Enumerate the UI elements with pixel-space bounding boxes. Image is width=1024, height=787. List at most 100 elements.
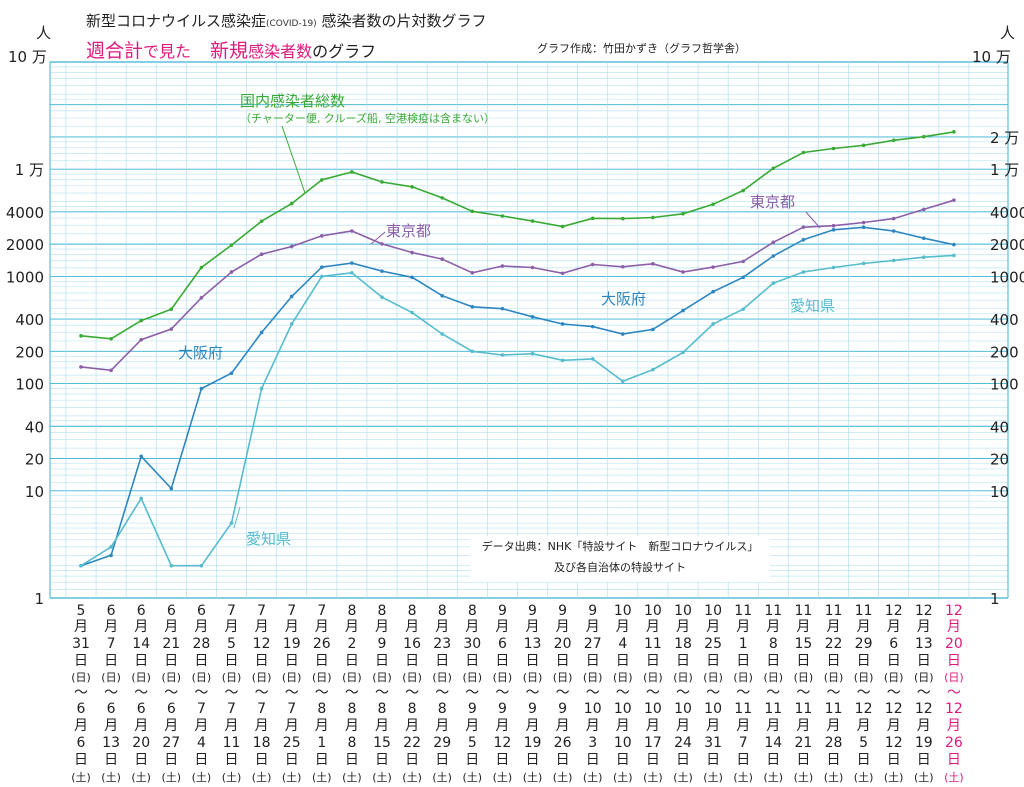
- x-category-token: 日: [646, 752, 660, 768]
- data-point: [410, 310, 414, 315]
- x-category-token: 18: [253, 735, 271, 751]
- data-point: [681, 211, 685, 216]
- x-category-token: 7: [227, 603, 236, 619]
- x-category-token: 〜: [796, 685, 810, 701]
- y-tick-right: 4000: [990, 204, 1024, 222]
- x-category-token: 8: [468, 603, 477, 619]
- y-axis-ticks-right: 2 万 1 万 4000 2000 1000 400 200 100 40 20 10 1: [990, 129, 1024, 608]
- x-category-token: (土): [342, 771, 362, 784]
- right-unit-max: 10 万: [972, 48, 1011, 66]
- x-category-token: 5: [468, 735, 477, 751]
- x-category-token: 日: [435, 653, 449, 669]
- x-category-token: 8: [408, 603, 417, 619]
- x-category-token: 日: [315, 752, 329, 768]
- x-category-token: 月: [947, 619, 961, 635]
- x-category-token: (日): [131, 671, 151, 684]
- plot-area-background: [50, 62, 1008, 604]
- x-category-token: 〜: [255, 685, 269, 701]
- x-category-token: 月: [766, 619, 780, 635]
- data-point: [590, 357, 595, 361]
- data-point: [289, 294, 294, 299]
- data-point: [590, 216, 595, 221]
- data-point: [560, 271, 565, 276]
- x-category-token: 31: [704, 735, 722, 751]
- data-point: [741, 307, 745, 311]
- x-category-token: (土): [252, 771, 272, 784]
- data-point: [259, 330, 264, 335]
- x-category-token: 〜: [194, 685, 208, 701]
- x-category-token: 8: [378, 603, 387, 619]
- x-category-token: 11: [764, 603, 782, 619]
- data-point: [289, 322, 294, 326]
- x-category-token: 日: [526, 752, 540, 768]
- x-category-token: 日: [947, 752, 961, 768]
- x-category-token: 6: [77, 735, 86, 751]
- data-point: [560, 358, 565, 363]
- x-category-token: 日: [405, 752, 419, 768]
- x-category-token: (日): [613, 671, 633, 684]
- annotation-leader: [370, 231, 386, 245]
- x-category-token: 日: [104, 752, 118, 768]
- data-point: [711, 289, 715, 294]
- data-point: [711, 322, 715, 326]
- x-category-token: 日: [766, 653, 780, 669]
- data-point: [229, 270, 234, 274]
- data-point: [470, 209, 475, 214]
- data-point: [621, 216, 625, 221]
- x-category-token: (日): [463, 671, 483, 684]
- x-category-token: 7: [287, 603, 296, 619]
- x-category-token: (日): [764, 671, 784, 684]
- data-point: [79, 365, 83, 369]
- x-category-token: 月: [706, 619, 720, 635]
- x-category-token: 日: [465, 752, 479, 768]
- x-category-token: 日: [827, 653, 841, 669]
- x-category-token: (日): [884, 671, 904, 684]
- data-point: [711, 202, 715, 207]
- x-category-token: 月: [194, 718, 208, 734]
- y-tick-left: 20: [25, 451, 44, 469]
- x-category-token: 12: [945, 603, 963, 619]
- x-category-token: (土): [824, 771, 844, 784]
- x-category-token: 〜: [616, 685, 630, 701]
- data-point: [801, 225, 806, 229]
- x-category-token: 20: [554, 636, 572, 652]
- x-category-token: 31: [72, 636, 90, 652]
- x-category-token: 8: [347, 735, 356, 751]
- x-category-token: 〜: [526, 685, 540, 701]
- data-point: [259, 252, 264, 257]
- title-tag: (COVID-19): [266, 19, 317, 29]
- x-category-token: 日: [616, 653, 630, 669]
- x-category-token: 日: [646, 653, 660, 669]
- x-category-token: (土): [402, 771, 422, 784]
- x-category-token: 月: [586, 718, 600, 734]
- x-category-token: 月: [255, 718, 269, 734]
- x-category-token: (日): [673, 671, 693, 684]
- data-point: [530, 314, 535, 319]
- x-category-token: 月: [74, 718, 88, 734]
- x-category-token: 10: [674, 701, 692, 717]
- x-category-token: 8: [438, 701, 447, 717]
- x-category-token: 7: [257, 701, 266, 717]
- x-category-token: 6: [889, 636, 898, 652]
- data-point: [530, 265, 535, 270]
- title-main: 新型コロナウイルス感染症: [86, 12, 267, 30]
- x-category-token: 26: [945, 735, 963, 751]
- data-point: [891, 216, 896, 221]
- data-point: [380, 180, 384, 184]
- data-point: [711, 265, 715, 269]
- x-category-token: (日): [222, 671, 242, 684]
- x-category-token: 19: [283, 636, 301, 652]
- x-category-token: 日: [194, 752, 208, 768]
- x-category-token: 9: [588, 603, 597, 619]
- data-point: [530, 351, 535, 356]
- title-rest: 感染者数の片対数グラフ: [321, 12, 487, 30]
- x-category-token: 6: [77, 701, 86, 717]
- x-category-token: (土): [131, 771, 151, 784]
- x-category-token: (土): [854, 771, 874, 784]
- x-category-token: 12: [915, 603, 933, 619]
